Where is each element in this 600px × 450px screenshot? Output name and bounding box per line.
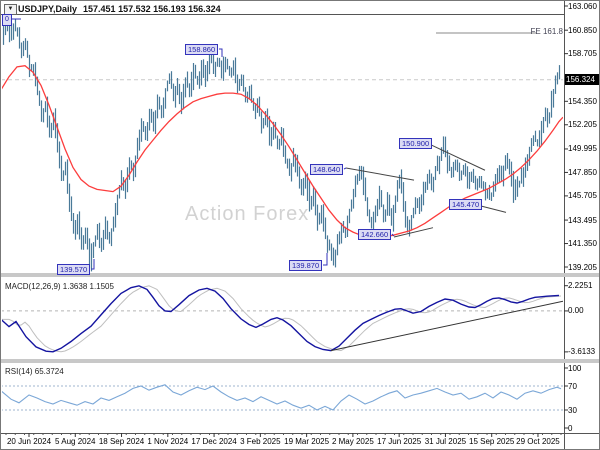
macd-axis-label: 0.00 (568, 306, 584, 316)
time-axis-label: 29 Oct 2025 (516, 437, 560, 446)
rsi-axis-label: 0 (568, 423, 573, 433)
price-axis-label: 143.495 (568, 215, 597, 225)
time-axis-label: 31 Jul 2025 (424, 437, 467, 446)
time-axis-label: 2 May 2025 (331, 437, 374, 446)
time-axis-label: 18 Sep 2024 (98, 437, 145, 446)
price-axis-label: 149.995 (568, 144, 597, 154)
chart-title: USDJPY,Daily 157.451 157.532 156.193 156.… (18, 4, 221, 14)
time-axis-label: 17 Jun 2025 (377, 437, 422, 446)
price-level-annotation[interactable]: 148.640 (310, 164, 344, 175)
rsi-indicator-label: RSI(14) 65.3724 (5, 367, 64, 376)
macd-axis-label: 2.2251 (568, 281, 593, 291)
price-axis-label: 160.850 (568, 25, 597, 35)
macd-indicator-label: MACD(12,26,9) 1.3638 1.1505 (5, 282, 114, 291)
price-level-annotation[interactable]: 145.470 (449, 199, 483, 210)
price-axis-label: 154.350 (568, 96, 597, 106)
price-axis-label: 139.205 (568, 262, 597, 272)
rsi-panel (2, 384, 563, 411)
macd-axis-label: -3.6133 (568, 347, 596, 357)
time-axis-label: 3 Feb 2025 (240, 437, 281, 446)
symbol-timeframe-label: USDJPY,Daily (18, 4, 78, 14)
time-axis-label: 1 Nov 2024 (147, 437, 189, 446)
current-price-tag: 156.324 (565, 74, 599, 86)
ohlc-values: 157.451 157.532 156.193 156.324 (83, 4, 221, 14)
price-axis-label: 147.850 (568, 167, 597, 177)
price-axis-label: 141.350 (568, 239, 597, 249)
price-level-annotation[interactable]: 139.570 (57, 264, 91, 275)
main-price-panel (2, 14, 563, 272)
time-axis-label: 19 Mar 2025 (284, 437, 330, 446)
price-level-annotation[interactable]: 158.860 (185, 44, 219, 55)
price-axis-label: 145.705 (568, 191, 597, 201)
price-axis-label: 163.060 (568, 1, 597, 11)
price-level-annotation[interactable]: 150.900 (399, 138, 433, 149)
fib-extension-label[interactable]: FE 161.8 (530, 27, 563, 36)
rsi-axis-label: 30 (568, 405, 577, 415)
rsi-axis-label: 100 (568, 363, 582, 373)
fibo-anchor-badge[interactable]: 0 (2, 14, 12, 26)
watermark: Action Forex (185, 203, 310, 225)
time-axis-label: 15 Sep 2025 (469, 437, 515, 446)
time-axis-label: 20 Jun 2024 (6, 437, 52, 446)
dropdown-arrow-icon: ▼ (7, 6, 14, 12)
time-axis-label: 17 Dec 2024 (191, 437, 237, 446)
price-axis-label: 152.205 (568, 120, 597, 130)
time-axis-label: 5 Aug 2024 (55, 437, 96, 446)
price-level-annotation[interactable]: 139.870 (289, 260, 323, 271)
macd-panel (2, 285, 563, 353)
price-axis-label: 158.705 (568, 49, 597, 59)
price-level-annotation[interactable]: 142.660 (358, 229, 392, 240)
rsi-axis-label: 70 (568, 381, 577, 391)
